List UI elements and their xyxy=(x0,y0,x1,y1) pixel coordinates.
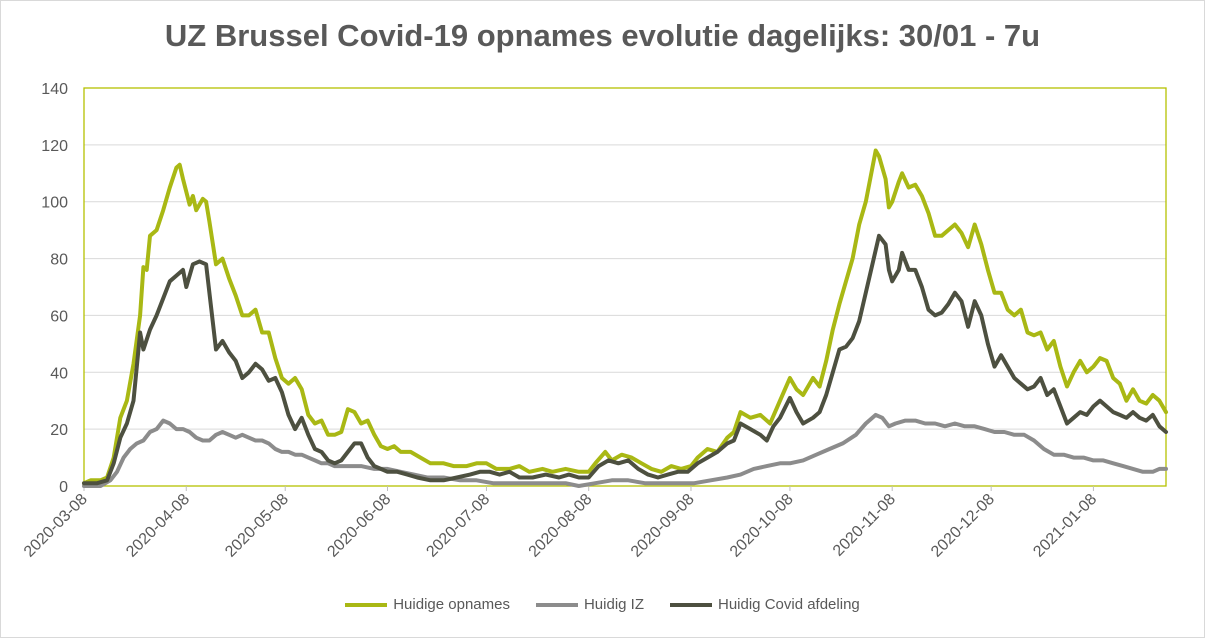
x-tick-label: 2020-03-08 xyxy=(21,491,91,561)
series-lines xyxy=(82,148,1168,488)
legend-item-opnames: Huidige opnames xyxy=(345,596,510,613)
series-line-huidig-covid-afdeling xyxy=(82,233,1168,486)
legend-item-afdeling: Huidig Covid afdeling xyxy=(670,596,860,613)
x-tick-label: 2020-10-08 xyxy=(727,491,797,561)
gridlines xyxy=(84,144,1166,430)
x-tick-label: 2020-04-08 xyxy=(123,491,193,561)
y-tick-label: 140 xyxy=(41,81,68,98)
x-tick-label: 2021-01-08 xyxy=(1030,491,1100,561)
chart-title: UZ Brussel Covid-19 opnames evolutie dag… xyxy=(164,18,1041,53)
y-tick-label: 120 xyxy=(41,138,68,155)
x-tick-label: 2020-05-08 xyxy=(222,491,292,561)
y-axis-ticks: 0 20 40 60 80 100 120 140 xyxy=(41,81,68,496)
x-tick-label: 2020-06-08 xyxy=(324,491,394,561)
legend-label-iz: Huidig IZ xyxy=(583,596,644,613)
legend-swatch-iz xyxy=(535,602,578,607)
y-tick-label: 40 xyxy=(50,365,68,382)
legend-swatch-afdeling xyxy=(670,602,712,607)
legend: Huidige opnames Huidig IZ Huidig Covid a… xyxy=(0,596,1205,613)
series-line-huidige-opnames xyxy=(82,148,1168,486)
x-tick-label: 2020-11-08 xyxy=(830,491,899,560)
series-line-huidig-iz xyxy=(82,412,1168,488)
x-tick-label: 2020-12-08 xyxy=(928,491,998,561)
y-tick-label: 80 xyxy=(50,252,68,269)
x-tick-label: 2020-09-08 xyxy=(628,491,698,561)
x-axis-ticks: 2020-03-08 2020-04-08 2020-05-08 2020-06-08… xyxy=(21,486,1100,561)
legend-item-iz: Huidig IZ xyxy=(535,596,644,613)
x-tick-label: 2020-08-08 xyxy=(526,491,596,561)
legend-label-afdeling: Huidig Covid afdeling xyxy=(718,596,860,613)
y-tick-label: 60 xyxy=(50,308,68,325)
y-tick-label: 100 xyxy=(41,195,68,212)
y-tick-label: 20 xyxy=(50,422,68,439)
y-tick-label: 0 xyxy=(59,479,68,496)
legend-label-opnames: Huidige opnames xyxy=(393,596,510,613)
x-tick-label: 2020-07-08 xyxy=(423,491,493,561)
plot-border xyxy=(83,87,1167,487)
legend-swatch-opnames xyxy=(345,602,388,607)
